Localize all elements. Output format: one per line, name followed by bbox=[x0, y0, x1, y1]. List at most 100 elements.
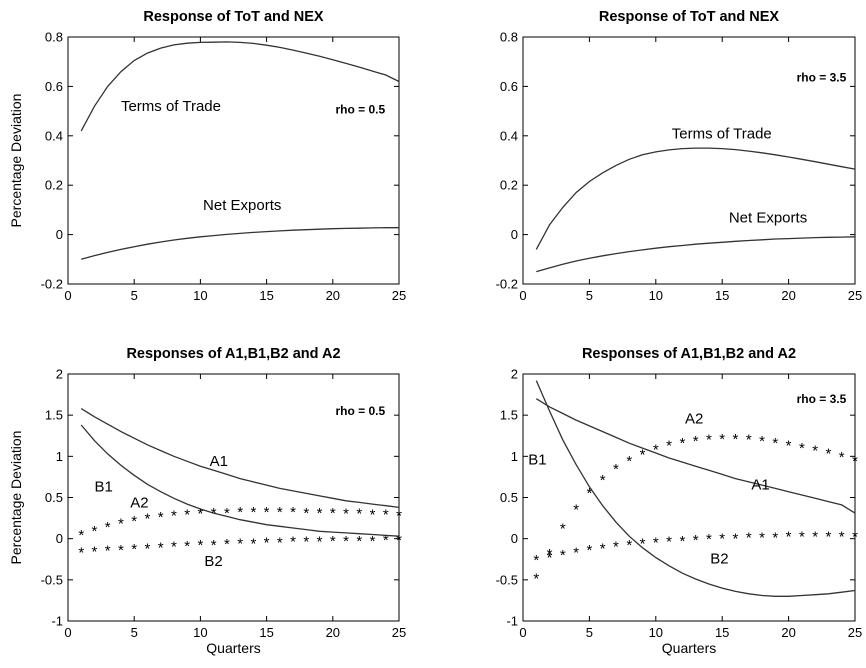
data-point-marker: * bbox=[693, 433, 699, 450]
data-point-marker: * bbox=[640, 446, 646, 463]
data-point-marker: * bbox=[317, 534, 323, 551]
y-tick-label: 0 bbox=[56, 227, 63, 242]
data-point-marker: * bbox=[573, 502, 579, 519]
y-tick-label: 0.2 bbox=[45, 178, 63, 193]
series-label: A2 bbox=[130, 494, 148, 511]
data-point-marker: * bbox=[396, 532, 402, 549]
x-tick-label: 5 bbox=[586, 288, 593, 303]
data-point-marker: * bbox=[786, 437, 792, 454]
y-tick-label: -1 bbox=[51, 614, 63, 629]
subplot-4: Responses of A1,B1,B2 and A20 5 10 15 20 25-1… bbox=[496, 346, 863, 656]
data-point-marker: * bbox=[105, 519, 111, 536]
x-tick-label: 20 bbox=[326, 625, 340, 640]
x-tick-label: 20 bbox=[781, 288, 795, 303]
y-tick-label: 0.6 bbox=[500, 79, 518, 94]
data-point-marker: * bbox=[330, 505, 336, 522]
data-point-marker: * bbox=[719, 530, 725, 547]
data-point-marker: * bbox=[171, 539, 177, 556]
series-b2: * * * * * * * * * * * * * * * * * * * * * * * * *B2 bbox=[533, 529, 858, 569]
series-a2: * * * * * * * * * * * * * * * * * * * * * * * * * A2 bbox=[78, 494, 402, 544]
data-point-marker: * bbox=[600, 472, 606, 489]
data-point-marker: * bbox=[626, 537, 632, 554]
series-b2: * * * * * * * * * * * * * * * * * * * * * * * * *B2 bbox=[78, 532, 402, 570]
y-tick-label: -0.2 bbox=[41, 277, 63, 292]
series-b1: B1 bbox=[80, 424, 400, 537]
data-point-marker: * bbox=[799, 440, 805, 457]
series-label: Terms of Trade bbox=[672, 125, 772, 142]
y-tick-label: 2 bbox=[511, 367, 518, 382]
x-tick-label: 20 bbox=[326, 288, 340, 303]
data-point-marker: * bbox=[197, 506, 203, 523]
x-tick-label: 15 bbox=[715, 625, 729, 640]
data-point-marker: * bbox=[733, 530, 739, 547]
series-label: Terms of Trade bbox=[121, 98, 221, 115]
data-point-marker: * bbox=[290, 504, 296, 521]
chart-title: Responses of A1,B1,B2 and A2 bbox=[126, 346, 340, 362]
data-point-marker: * bbox=[573, 544, 579, 561]
series-label: Net Exports bbox=[203, 197, 281, 214]
data-point-marker: * bbox=[852, 453, 858, 470]
data-point-marker: * bbox=[733, 431, 739, 448]
data-point-marker: * bbox=[237, 535, 243, 552]
data-point-marker: * bbox=[277, 534, 283, 551]
data-point-marker: * bbox=[746, 432, 752, 449]
x-tick-label: 0 bbox=[519, 288, 526, 303]
x-tick-label: 10 bbox=[193, 288, 207, 303]
data-point-marker: * bbox=[303, 534, 309, 551]
data-point-marker: * bbox=[343, 506, 349, 523]
data-point-marker: * bbox=[839, 449, 845, 466]
y-tick-label: -1 bbox=[506, 614, 518, 629]
data-point-marker: * bbox=[560, 547, 566, 564]
series-net-exports: Net Exports bbox=[536, 209, 856, 273]
y-tick-label: 0.4 bbox=[500, 128, 518, 143]
x-tick-label: 5 bbox=[131, 625, 138, 640]
data-point-marker: * bbox=[383, 506, 389, 523]
chart-title: Response of ToT and NEX bbox=[599, 9, 780, 25]
data-point-marker: * bbox=[211, 537, 217, 554]
data-point-marker: * bbox=[666, 437, 672, 454]
data-point-marker: * bbox=[370, 506, 376, 523]
data-point-marker: * bbox=[666, 534, 672, 551]
data-point-marker: * bbox=[786, 529, 792, 546]
x-axis-label: Quarters bbox=[206, 640, 260, 656]
data-point-marker: * bbox=[264, 504, 270, 521]
data-point-marker: * bbox=[118, 542, 124, 559]
rho-annotation: rho = 0.5 bbox=[335, 404, 385, 418]
data-point-marker: * bbox=[533, 552, 539, 569]
data-point-marker: * bbox=[224, 505, 230, 522]
data-point-marker: * bbox=[118, 516, 124, 533]
data-point-marker: * bbox=[679, 435, 685, 452]
data-point-marker: * bbox=[303, 505, 309, 522]
y-tick-label: 2 bbox=[56, 367, 63, 382]
data-point-marker: * bbox=[131, 541, 137, 558]
x-tick-label: 25 bbox=[392, 288, 406, 303]
data-point-marker: * bbox=[184, 506, 190, 523]
data-point-marker: * bbox=[586, 542, 592, 559]
series-b1: B1 bbox=[528, 380, 856, 597]
data-point-marker: * bbox=[78, 527, 84, 544]
y-tick-label: -0.2 bbox=[496, 277, 518, 292]
data-point-marker: * bbox=[131, 513, 137, 530]
x-tick-label: 5 bbox=[131, 288, 138, 303]
data-point-marker: * bbox=[706, 531, 712, 548]
series-a1: A1 bbox=[80, 408, 400, 509]
data-point-marker: * bbox=[92, 544, 98, 561]
data-point-marker: * bbox=[250, 504, 256, 521]
series-label: A2 bbox=[685, 410, 703, 427]
y-tick-label: 0.8 bbox=[45, 30, 63, 45]
data-point-marker: * bbox=[105, 543, 111, 560]
series-label: B2 bbox=[204, 553, 222, 570]
data-point-marker: * bbox=[653, 534, 659, 551]
data-point-marker: * bbox=[613, 461, 619, 478]
y-tick-label: 1.5 bbox=[500, 408, 518, 423]
x-axis-label: Quarters bbox=[662, 640, 716, 656]
x-tick-label: 25 bbox=[848, 288, 862, 303]
data-point-marker: * bbox=[250, 535, 256, 552]
series-line bbox=[80, 424, 400, 537]
data-point-marker: * bbox=[839, 529, 845, 546]
series-line bbox=[80, 408, 400, 509]
data-point-marker: * bbox=[370, 533, 376, 550]
series-a1: A1 bbox=[535, 398, 856, 514]
